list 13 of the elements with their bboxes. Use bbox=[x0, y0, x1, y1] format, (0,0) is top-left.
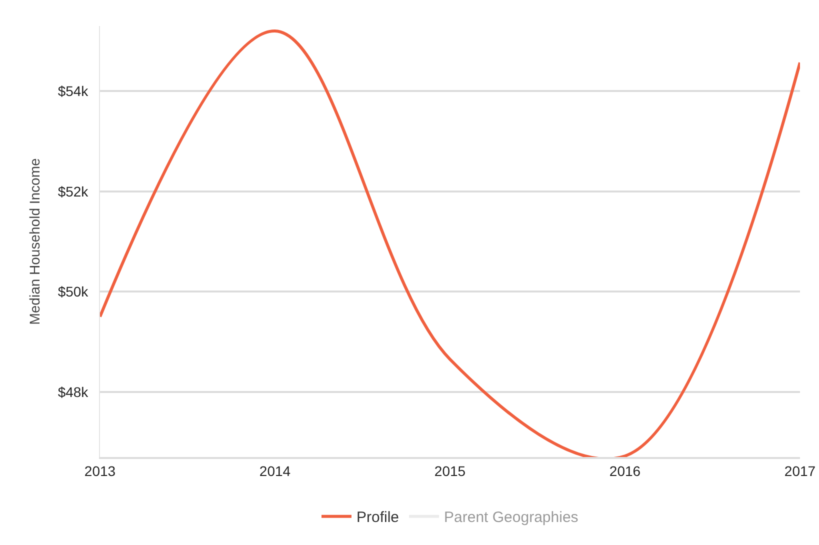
legend-label: Profile bbox=[356, 509, 400, 526]
x-tick-label: 2015 bbox=[434, 462, 466, 479]
x-tick-label: 2017 bbox=[784, 462, 816, 479]
y-tick-label: $48k bbox=[58, 384, 90, 400]
y-axis-title: Median Household Income bbox=[26, 158, 42, 325]
x-tick-label: 2014 bbox=[259, 462, 291, 479]
line-series bbox=[100, 30, 800, 457]
x-tick-label: 2013 bbox=[84, 462, 116, 479]
y-tick-label: $50k bbox=[58, 284, 90, 300]
legend-label: Parent Geographies bbox=[444, 509, 578, 526]
y-tick-label: $52k bbox=[58, 183, 90, 200]
y-tick-label: $54k bbox=[58, 83, 90, 100]
x-tick-label: 2016 bbox=[609, 462, 641, 479]
